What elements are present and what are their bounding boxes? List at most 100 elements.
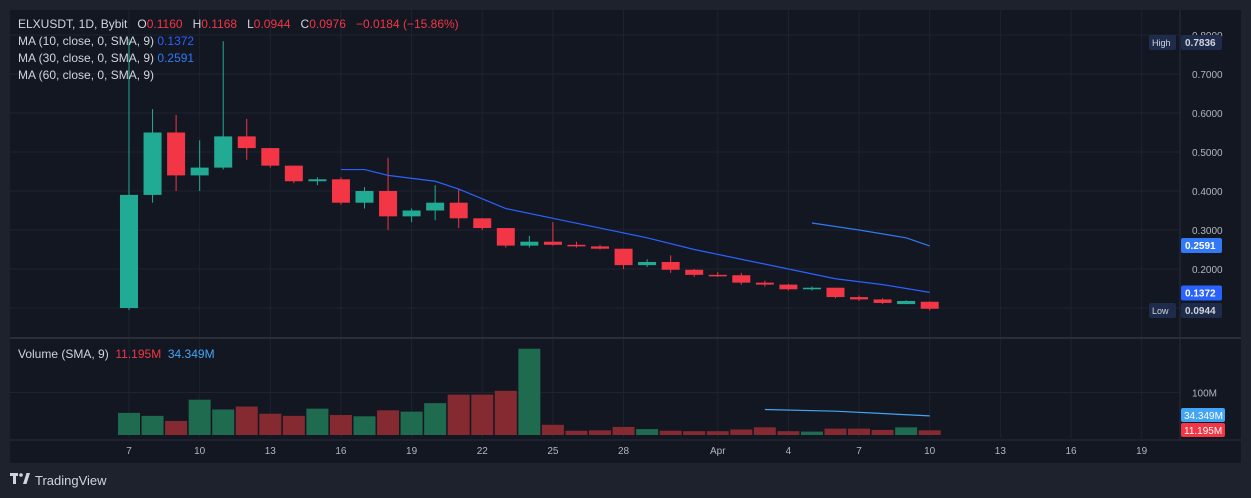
open-label: O xyxy=(137,17,147,31)
volume-bar xyxy=(259,413,282,435)
low-price-badge-value: 0.0944 xyxy=(1185,306,1216,317)
candle-body xyxy=(120,194,138,308)
candle-body xyxy=(543,241,562,245)
candle-body xyxy=(520,241,539,246)
ma10-price-badge-bg xyxy=(1181,285,1222,301)
volume-bar xyxy=(848,428,871,435)
volume-bar xyxy=(683,431,706,435)
candle-body xyxy=(355,191,374,203)
ma30-value: 0.2591 xyxy=(157,51,195,65)
volume-bar xyxy=(777,431,800,435)
low-price-badge-bg xyxy=(1181,303,1222,318)
change-value: −0.0184 (−15.86%) xyxy=(355,17,459,31)
candle-body xyxy=(261,148,280,166)
candle-body xyxy=(920,301,939,309)
price-tick-label: 0.6000 xyxy=(1192,109,1223,120)
low-label: L xyxy=(247,17,254,31)
volume-bar xyxy=(377,410,400,435)
symbol-legend[interactable]: ELXUSDT, 1D, Bybit O0.1160 H0.1168 L0.09… xyxy=(18,16,459,32)
low-price-badge-tag: Low xyxy=(1152,306,1169,316)
candle-body xyxy=(496,228,515,246)
candle-body xyxy=(755,282,774,285)
volume-bar xyxy=(918,430,941,435)
volume-bar xyxy=(424,403,447,435)
volume-bar xyxy=(282,415,305,435)
volume-ma-badge-value: 34.349M xyxy=(1184,411,1223,422)
ma30-price-badge-value: 0.2591 xyxy=(1185,241,1216,252)
ma10-line xyxy=(340,168,930,293)
ma30-legend[interactable]: MA (30, close, 0, SMA, 9) 0.2591 xyxy=(18,50,194,66)
volume-bar xyxy=(141,415,164,435)
high-label: H xyxy=(192,17,202,31)
time-tick-label: 7 xyxy=(856,446,862,457)
candle-body xyxy=(685,269,704,275)
candle-body xyxy=(779,284,798,290)
price-tick-label: 0.2000 xyxy=(1192,265,1223,276)
volume-tick-label: 100M xyxy=(1192,389,1217,400)
candle-body xyxy=(897,300,916,305)
time-tick-label: 19 xyxy=(1136,446,1148,457)
time-tick-label: 13 xyxy=(995,446,1007,457)
volume-bar xyxy=(753,427,776,435)
volume-bar xyxy=(824,428,847,435)
time-tick-label: 19 xyxy=(406,446,418,457)
volume-bar xyxy=(730,429,753,435)
volume-bar xyxy=(353,416,376,435)
volume-bar xyxy=(306,408,329,435)
volume-value: 11.195M xyxy=(115,347,162,361)
volume-bar xyxy=(800,431,823,435)
volume-bar xyxy=(871,429,894,435)
candle-body xyxy=(614,248,633,266)
candle-body xyxy=(379,191,398,217)
volume-bar xyxy=(494,390,517,435)
high-price-badge-value: 0.7836 xyxy=(1185,38,1216,49)
volume-bar xyxy=(212,409,235,435)
time-tick-label: 28 xyxy=(618,446,630,457)
time-tick-label: 22 xyxy=(477,446,489,457)
candle-body xyxy=(591,246,609,249)
volume-bar xyxy=(447,394,470,435)
volume-badge-bg xyxy=(1181,423,1225,437)
ma10-label: MA (10, close, 0, SMA, 9) xyxy=(18,34,155,48)
ma60-legend[interactable]: MA (60, close, 0, SMA, 9) xyxy=(18,67,154,83)
candle-body xyxy=(402,210,421,217)
tradingview-brand[interactable]: TradingView xyxy=(10,470,107,490)
high-price-badge-bg xyxy=(1181,35,1222,50)
low-price-badge-tag-bg xyxy=(1149,303,1176,318)
volume-label: Volume (SMA, 9) xyxy=(18,347,109,361)
volume-bar xyxy=(165,420,188,435)
chart-frame[interactable]: 0.80000.70000.60000.50000.40000.30000.20… xyxy=(10,10,1241,463)
chart-canvas[interactable]: 0.80000.70000.60000.50000.40000.30000.20… xyxy=(10,10,1241,463)
volume-bar xyxy=(471,394,494,435)
symbol-label: ELXUSDT, 1D, Bybit xyxy=(18,17,128,31)
time-tick-label: 13 xyxy=(265,446,277,457)
time-tick-label: 16 xyxy=(335,446,347,457)
ma10-legend[interactable]: MA (10, close, 0, SMA, 9) 0.1372 xyxy=(18,33,194,49)
ma30-label: MA (30, close, 0, SMA, 9) xyxy=(18,51,155,65)
candle-body xyxy=(708,274,727,277)
tradingview-logo-icon xyxy=(10,472,30,488)
candle-body xyxy=(661,261,680,270)
low-value: 0.0944 xyxy=(253,17,291,31)
high-price-badge-tag-bg xyxy=(1149,35,1176,50)
volume-bar xyxy=(188,399,211,435)
ma60-label: MA (60, close, 0, SMA, 9) xyxy=(18,68,155,82)
time-tick-label: 10 xyxy=(924,446,936,457)
volume-bar xyxy=(636,429,659,435)
candle-body xyxy=(284,165,303,182)
time-tick-label: 4 xyxy=(786,446,792,457)
ma30-line xyxy=(811,222,930,247)
candle-body xyxy=(826,287,845,298)
volume-bar xyxy=(895,427,918,435)
volume-badge-value: 11.195M xyxy=(1184,426,1222,437)
volume-bar xyxy=(329,415,352,435)
volume-ma-line xyxy=(764,408,930,417)
candle-body xyxy=(638,261,657,266)
volume-legend[interactable]: Volume (SMA, 9) 11.195M 34.349M xyxy=(18,346,215,362)
candle-body xyxy=(237,136,256,149)
time-tick-label: 16 xyxy=(1065,446,1077,457)
ma30-price-badge-bg xyxy=(1181,237,1222,253)
candle-body xyxy=(214,136,233,168)
candle-body xyxy=(190,167,209,176)
high-price-badge-tag: High xyxy=(1152,38,1171,48)
